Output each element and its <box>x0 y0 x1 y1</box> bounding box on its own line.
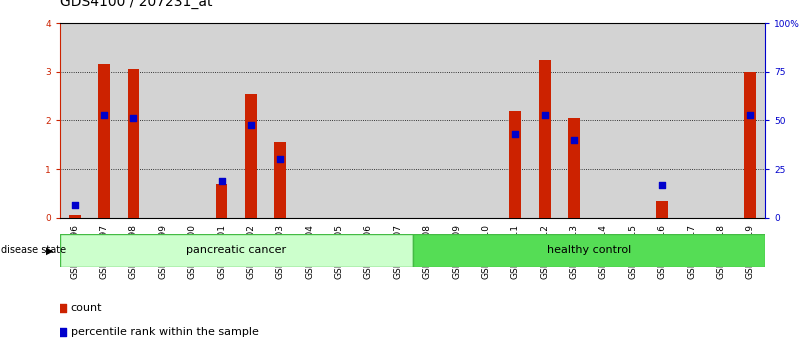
Bar <box>744 72 756 218</box>
Point <box>538 113 551 118</box>
Text: healthy control: healthy control <box>546 245 631 256</box>
Bar <box>539 59 550 218</box>
Text: pancreatic cancer: pancreatic cancer <box>186 245 286 256</box>
Bar <box>245 93 257 218</box>
Text: disease state: disease state <box>1 245 66 256</box>
Bar <box>148 23 178 218</box>
Bar <box>60 234 413 267</box>
Bar <box>275 142 286 218</box>
Point <box>246 217 259 222</box>
Point <box>274 156 287 162</box>
Bar <box>295 23 324 218</box>
Point <box>215 178 228 184</box>
Bar <box>236 23 266 218</box>
Point <box>68 202 81 207</box>
Bar <box>509 110 521 218</box>
Text: GDS4100 / 207231_at: GDS4100 / 207231_at <box>60 0 212 9</box>
Text: count: count <box>70 303 103 313</box>
Bar <box>471 23 501 218</box>
Bar <box>413 234 765 267</box>
Bar <box>559 23 589 218</box>
Bar <box>647 23 677 218</box>
Point <box>127 115 140 121</box>
Point <box>656 182 669 188</box>
Bar <box>530 23 559 218</box>
Bar <box>706 23 735 218</box>
Bar <box>442 23 471 218</box>
Bar <box>207 23 236 218</box>
Bar <box>60 23 90 218</box>
Point <box>98 113 111 118</box>
Bar <box>618 23 647 218</box>
Bar <box>127 69 139 218</box>
Bar <box>568 118 580 218</box>
Bar <box>501 23 530 218</box>
Bar <box>324 23 354 218</box>
Bar <box>215 184 227 218</box>
Bar <box>178 23 207 218</box>
Text: ▶: ▶ <box>46 245 54 256</box>
Bar <box>735 23 765 218</box>
Bar <box>69 215 81 218</box>
Bar <box>266 23 295 218</box>
Point <box>244 122 257 128</box>
Bar <box>119 23 148 218</box>
Bar <box>656 201 668 218</box>
Point <box>568 137 581 143</box>
Bar <box>90 23 119 218</box>
Bar <box>677 23 706 218</box>
Bar <box>589 23 618 218</box>
Bar <box>383 23 413 218</box>
Point <box>509 131 521 137</box>
Point <box>744 113 757 118</box>
Bar <box>99 64 110 218</box>
Text: percentile rank within the sample: percentile rank within the sample <box>70 327 259 337</box>
Bar <box>354 23 383 218</box>
Bar <box>413 23 442 218</box>
